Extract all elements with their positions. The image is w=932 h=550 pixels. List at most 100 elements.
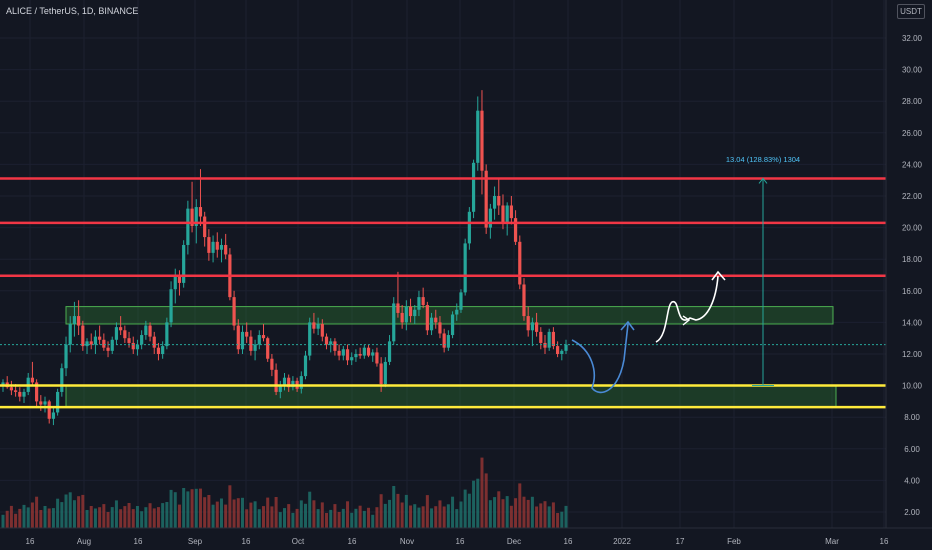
volume-bar	[14, 513, 18, 528]
price-axis-bg	[886, 0, 932, 550]
volume-bar	[472, 480, 476, 528]
candle-body	[182, 244, 186, 283]
x-tick-label: Dec	[507, 537, 521, 546]
y-tick-label: 28.00	[902, 97, 923, 106]
candle-body	[509, 205, 513, 219]
candle-body	[484, 170, 488, 228]
candle-body	[379, 363, 383, 385]
candle-body	[492, 196, 497, 209]
volume-bar	[379, 494, 383, 528]
volume-bar	[152, 508, 156, 528]
volume-bar	[392, 486, 396, 528]
candle-body	[303, 355, 308, 377]
volume-bar	[257, 509, 261, 528]
candle-body	[173, 276, 177, 290]
volume-bar	[30, 502, 34, 528]
volume-bar	[110, 507, 114, 528]
volume-bar	[249, 502, 253, 528]
volume-bar	[43, 506, 47, 528]
candle-body	[324, 336, 329, 345]
candle-body	[438, 322, 442, 334]
x-tick-label: Aug	[77, 537, 91, 546]
x-tick-label: 16	[564, 537, 573, 546]
volume-bar	[114, 500, 118, 528]
candlesticks	[1, 90, 568, 426]
candle-body	[350, 357, 354, 361]
candle-body	[543, 342, 547, 348]
candle-body	[471, 162, 476, 212]
candle-body	[14, 390, 18, 392]
volume-bar	[354, 508, 358, 528]
candle-body	[236, 325, 240, 350]
volume-bar	[530, 496, 534, 528]
candle-body	[337, 350, 341, 356]
y-tick-label: 10.00	[902, 382, 923, 391]
volume-bar	[270, 506, 274, 528]
volume-bar	[299, 500, 303, 528]
candle-body	[505, 205, 509, 223]
x-tick-label: 2022	[613, 537, 631, 546]
volume-bar	[556, 513, 560, 528]
volume-bar	[362, 510, 366, 528]
volume-bar	[39, 510, 43, 528]
currency-badge[interactable]: USDT	[897, 4, 925, 19]
volume-bar	[375, 507, 379, 528]
volume-bar	[400, 502, 404, 528]
candle-body	[152, 336, 156, 348]
candle-body	[245, 331, 249, 337]
candle-body	[526, 316, 530, 331]
volume-bar	[518, 483, 522, 528]
volume-bar	[501, 499, 505, 528]
x-tick-label: Nov	[400, 537, 414, 546]
volume-bar	[127, 503, 131, 528]
candle-body	[148, 325, 152, 337]
candle-body	[30, 377, 35, 383]
measure-label: 13.04 (128.83%) 1304	[726, 155, 800, 164]
candle-body	[497, 196, 501, 206]
volume-bar	[371, 514, 375, 528]
candle-body	[404, 306, 408, 323]
candle-body	[249, 336, 253, 351]
volume-bar	[308, 491, 312, 528]
candle-body	[383, 361, 387, 385]
volume-bar	[81, 494, 85, 528]
volume-bar	[539, 503, 543, 528]
volume-bar	[211, 504, 215, 528]
y-tick-label: 8.00	[904, 413, 920, 422]
candle-body	[144, 325, 148, 336]
candle-body	[169, 289, 173, 323]
candle-body	[198, 207, 203, 217]
volume-bar	[505, 496, 509, 528]
y-tick-label: 4.00	[904, 476, 920, 485]
candle-body	[22, 391, 26, 397]
volume-bar	[451, 496, 455, 528]
candle-body	[161, 346, 165, 354]
candle-body	[278, 385, 282, 392]
candle-body	[261, 335, 266, 339]
y-tick-label: 22.00	[902, 192, 923, 201]
candle-body	[392, 303, 396, 342]
volume-bar	[560, 511, 564, 528]
candle-body	[408, 306, 413, 317]
volume-bar	[409, 505, 413, 528]
blue-arrow-head	[620, 320, 635, 331]
volume-bar	[430, 508, 434, 528]
candle-body	[501, 205, 505, 223]
candle-body	[312, 322, 316, 329]
volume-bar	[497, 491, 501, 528]
volume-bar	[68, 492, 72, 528]
support-zone	[65, 384, 837, 408]
volume-bar	[341, 508, 345, 528]
volume-bar	[253, 501, 257, 528]
y-tick-label: 2.00	[904, 508, 920, 517]
candle-body	[72, 316, 77, 324]
trend-drawings	[571, 270, 726, 394]
candle-body	[564, 344, 568, 351]
candle-body	[194, 207, 198, 227]
volume-bar	[526, 499, 530, 528]
chart-title: ALICE / TetherUS, 1D, BINANCE	[6, 6, 139, 16]
candle-body	[89, 341, 93, 345]
candle-body	[316, 323, 320, 329]
volume-bar	[156, 507, 160, 528]
candle-body	[85, 341, 89, 347]
